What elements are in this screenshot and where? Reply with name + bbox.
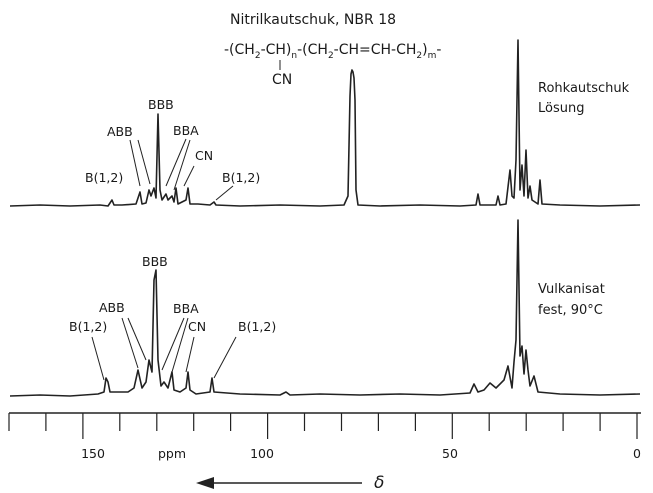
shift-direction-arrow: δ <box>196 473 384 493</box>
peak-leader-lines-top <box>129 138 234 201</box>
peak-label-cn-bottom: CN <box>188 319 206 334</box>
peak-label-b12-right-bottom: B(1,2) <box>238 319 276 334</box>
figure-title: Nitrilkautschuk, NBR 18 <box>230 12 396 28</box>
peak-label-bbb-top: BBB <box>148 97 174 112</box>
tick-label-50: 50 <box>442 446 458 461</box>
tick-label-150: 150 <box>81 446 105 461</box>
peak-label-b12-left-bottom: B(1,2) <box>69 319 107 334</box>
peak-label-b12-left-top: B(1,2) <box>85 170 123 185</box>
peak-leader-lines-bottom <box>91 317 237 381</box>
ppm-axis: 150 100 50 0 ppm <box>8 412 641 461</box>
condition-top-line1: Rohkautschuk <box>538 81 630 96</box>
spectrum-bottom: BBB ABB BBA CN B(1,2) B(1,2) Vulkanisat … <box>9 219 641 397</box>
spectrum-top-trace <box>9 39 641 207</box>
arrow-head <box>196 477 214 489</box>
tick-label-0: 0 <box>633 446 641 461</box>
spectrum-top: BBB ABB BBA CN B(1,2) B(1,2) Rohkautschu… <box>9 39 641 207</box>
peak-label-bba-bottom: BBA <box>173 301 199 316</box>
peak-label-cn-top: CN <box>195 148 213 163</box>
formula-pendant-cn: CN <box>272 72 292 88</box>
peak-label-bba-top: BBA <box>173 123 199 138</box>
condition-top-line2: Lösung <box>538 101 584 116</box>
axis-tick-marks <box>8 413 638 439</box>
peak-label-abb-top: ABB <box>107 124 133 139</box>
peak-label-bbb-bottom: BBB <box>142 254 168 269</box>
peak-label-b12-right-top: B(1,2) <box>222 170 260 185</box>
polymer-formula: -(CH2-CH)n-(CH2-CH=CH-CH2)m- <box>224 42 441 61</box>
delta-symbol: δ <box>374 473 384 493</box>
spectrum-bottom-trace <box>9 219 641 397</box>
condition-bottom-line2: fest, 90°C <box>538 303 603 318</box>
tick-label-100: 100 <box>250 446 274 461</box>
condition-bottom-line1: Vulkanisat <box>538 282 605 297</box>
peak-label-abb-bottom: ABB <box>99 300 125 315</box>
axis-unit-label: ppm <box>158 446 186 461</box>
